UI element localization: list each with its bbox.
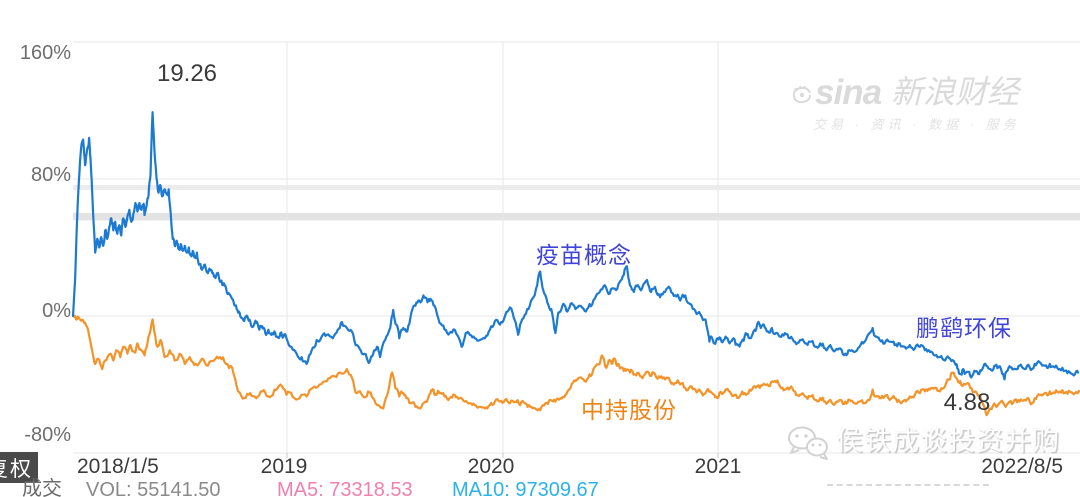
ma5-value: MA5: 73318.53	[277, 479, 413, 497]
sina-tagline: 交易 · 资讯 · 数据 · 服务	[813, 117, 1020, 132]
sina-logo-text: sina	[815, 73, 882, 113]
y-tick-0: 0%	[42, 300, 71, 322]
x-tick-2020: 2020	[467, 455, 515, 478]
y-tick-160: 160%	[19, 42, 71, 64]
series-label-zhongchi: 中持股份	[581, 397, 677, 423]
watermark-dashed-underline	[827, 484, 989, 486]
low-price-annotation: 4.88	[943, 389, 991, 416]
y-tick-neg80: -80%	[24, 424, 71, 446]
volume-value: VOL: 55141.50	[86, 479, 221, 497]
peak-price-annotation: 19.26	[156, 60, 218, 87]
channel-watermark: 侯铁成谈投资并购	[786, 425, 1060, 461]
x-tick-2022: 2022/8/5	[981, 455, 1063, 478]
series-label-pengyao: 鹏鹞环保	[916, 315, 1012, 341]
ma10-value: MA10: 97309.67	[452, 479, 599, 497]
channel-watermark-text: 侯铁成谈投资并购	[836, 426, 1060, 456]
sina-finance-watermark: sina 新浪财经 交易 · 资讯 · 数据 · 服务	[789, 73, 1020, 133]
price-adjust-button[interactable]: 复权	[0, 452, 38, 483]
x-tick-2021: 2021	[694, 455, 742, 478]
sina-brand-text: 新浪财经	[891, 74, 1020, 110]
turnover-label: 成交	[22, 478, 62, 497]
y-tick-80: 80%	[30, 164, 71, 186]
wechat-icon	[788, 426, 828, 460]
sina-eye-icon	[792, 85, 811, 104]
x-tick-2019: 2019	[260, 455, 308, 478]
series-label-vaccine-concept: 疫苗概念	[536, 242, 632, 268]
x-tick-2018: 2018/1/5	[77, 455, 159, 478]
